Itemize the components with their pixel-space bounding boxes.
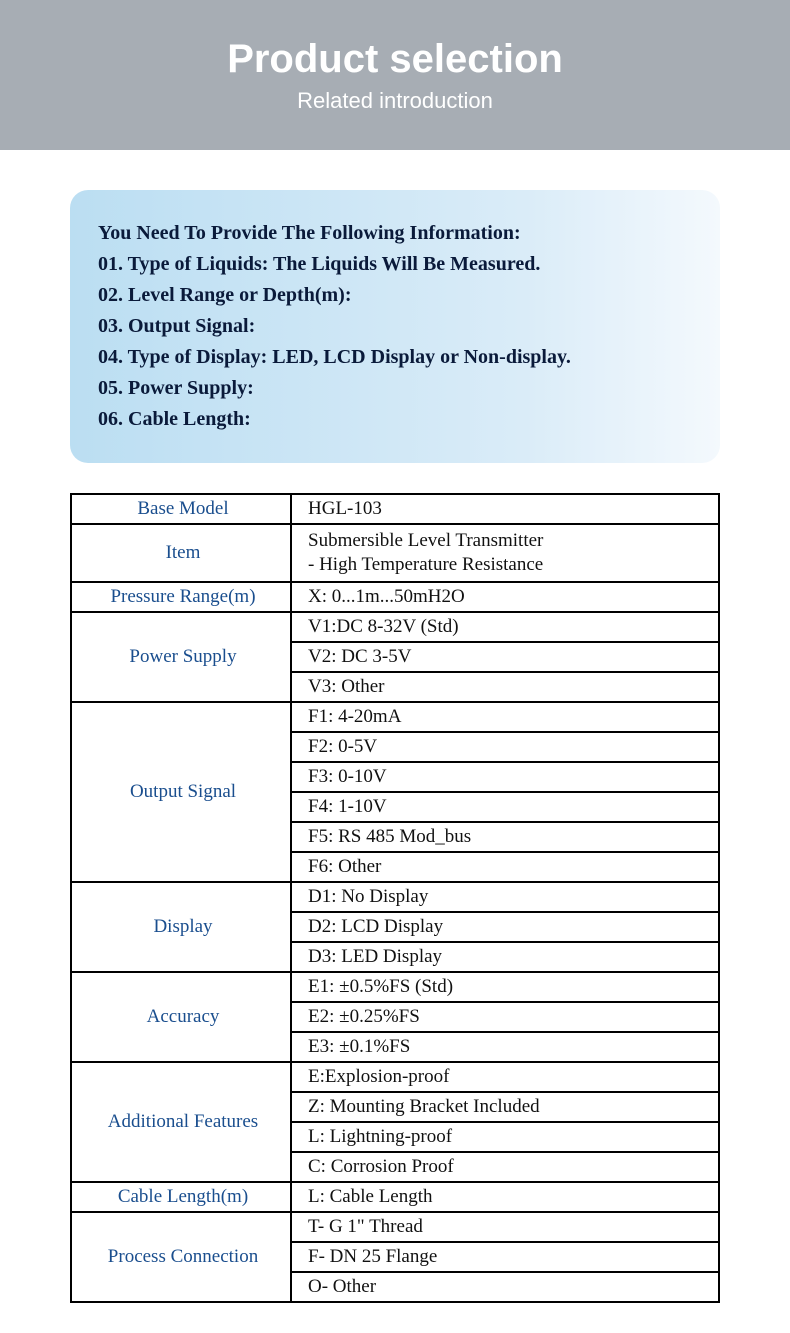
spec-label: Process Connection: [71, 1212, 291, 1302]
spec-label: Base Model: [71, 494, 291, 524]
spec-value: L: Lightning-proof: [291, 1122, 719, 1152]
page-subtitle: Related introduction: [297, 88, 493, 114]
spec-value: F5: RS 485 Mod_bus: [291, 822, 719, 852]
spec-label: Item: [71, 524, 291, 582]
spec-label: Power Supply: [71, 612, 291, 702]
spec-value: F4: 1-10V: [291, 792, 719, 822]
spec-value: E1: ±0.5%FS (Std): [291, 972, 719, 1002]
spec-value: D1: No Display: [291, 882, 719, 912]
spec-table-body: Base ModelHGL-103ItemSubmersible Level T…: [71, 494, 719, 1302]
spec-value: T- G 1" Thread: [291, 1212, 719, 1242]
spec-value: V2: DC 3-5V: [291, 642, 719, 672]
spec-value: L: Cable Length: [291, 1182, 719, 1212]
spec-value: F1: 4-20mA: [291, 702, 719, 732]
info-line: 01. Type of Liquids: The Liquids Will Be…: [98, 249, 692, 280]
spec-value: E3: ±0.1%FS: [291, 1032, 719, 1062]
info-line: 04. Type of Display: LED, LCD Display or…: [98, 342, 692, 373]
spec-value: V3: Other: [291, 672, 719, 702]
spec-value: V1:DC 8-32V (Std): [291, 612, 719, 642]
spec-value: F3: 0-10V: [291, 762, 719, 792]
spec-value: D2: LCD Display: [291, 912, 719, 942]
spec-value: E2: ±0.25%FS: [291, 1002, 719, 1032]
spec-value: Submersible Level Transmitter - High Tem…: [291, 524, 719, 582]
table-row: Base ModelHGL-103: [71, 494, 719, 524]
page-title: Product selection: [227, 37, 563, 82]
spec-value: Z: Mounting Bracket Included: [291, 1092, 719, 1122]
info-requirements-box: You Need To Provide The Following Inform…: [70, 190, 720, 463]
spec-value: HGL-103: [291, 494, 719, 524]
spec-label: Pressure Range(m): [71, 582, 291, 612]
spec-label: Cable Length(m): [71, 1182, 291, 1212]
info-line: 03. Output Signal:: [98, 311, 692, 342]
table-row: DisplayD1: No Display: [71, 882, 719, 912]
table-row: ItemSubmersible Level Transmitter - High…: [71, 524, 719, 582]
spec-value: E:Explosion-proof: [291, 1062, 719, 1092]
table-row: Process ConnectionT- G 1" Thread: [71, 1212, 719, 1242]
spec-label: Display: [71, 882, 291, 972]
spec-value: F2: 0-5V: [291, 732, 719, 762]
header-banner: Product selection Related introduction: [0, 0, 790, 150]
table-row: Additional FeaturesE:Explosion-proof: [71, 1062, 719, 1092]
info-line: 06. Cable Length:: [98, 404, 692, 435]
specification-table: Base ModelHGL-103ItemSubmersible Level T…: [70, 493, 720, 1303]
spec-value: F6: Other: [291, 852, 719, 882]
spec-label: Additional Features: [71, 1062, 291, 1182]
table-row: Cable Length(m)L: Cable Length: [71, 1182, 719, 1212]
spec-value: F- DN 25 Flange: [291, 1242, 719, 1272]
spec-label: Accuracy: [71, 972, 291, 1062]
spec-label: Output Signal: [71, 702, 291, 882]
table-row: Power SupplyV1:DC 8-32V (Std): [71, 612, 719, 642]
spec-value: D3: LED Display: [291, 942, 719, 972]
info-heading: You Need To Provide The Following Inform…: [98, 218, 692, 249]
spec-value: O- Other: [291, 1272, 719, 1302]
spec-value: C: Corrosion Proof: [291, 1152, 719, 1182]
table-row: Output SignalF1: 4-20mA: [71, 702, 719, 732]
spec-value: X: 0...1m...50mH2O: [291, 582, 719, 612]
info-line: 05. Power Supply:: [98, 373, 692, 404]
table-row: AccuracyE1: ±0.5%FS (Std): [71, 972, 719, 1002]
table-row: Pressure Range(m)X: 0...1m...50mH2O: [71, 582, 719, 612]
info-line: 02. Level Range or Depth(m):: [98, 280, 692, 311]
